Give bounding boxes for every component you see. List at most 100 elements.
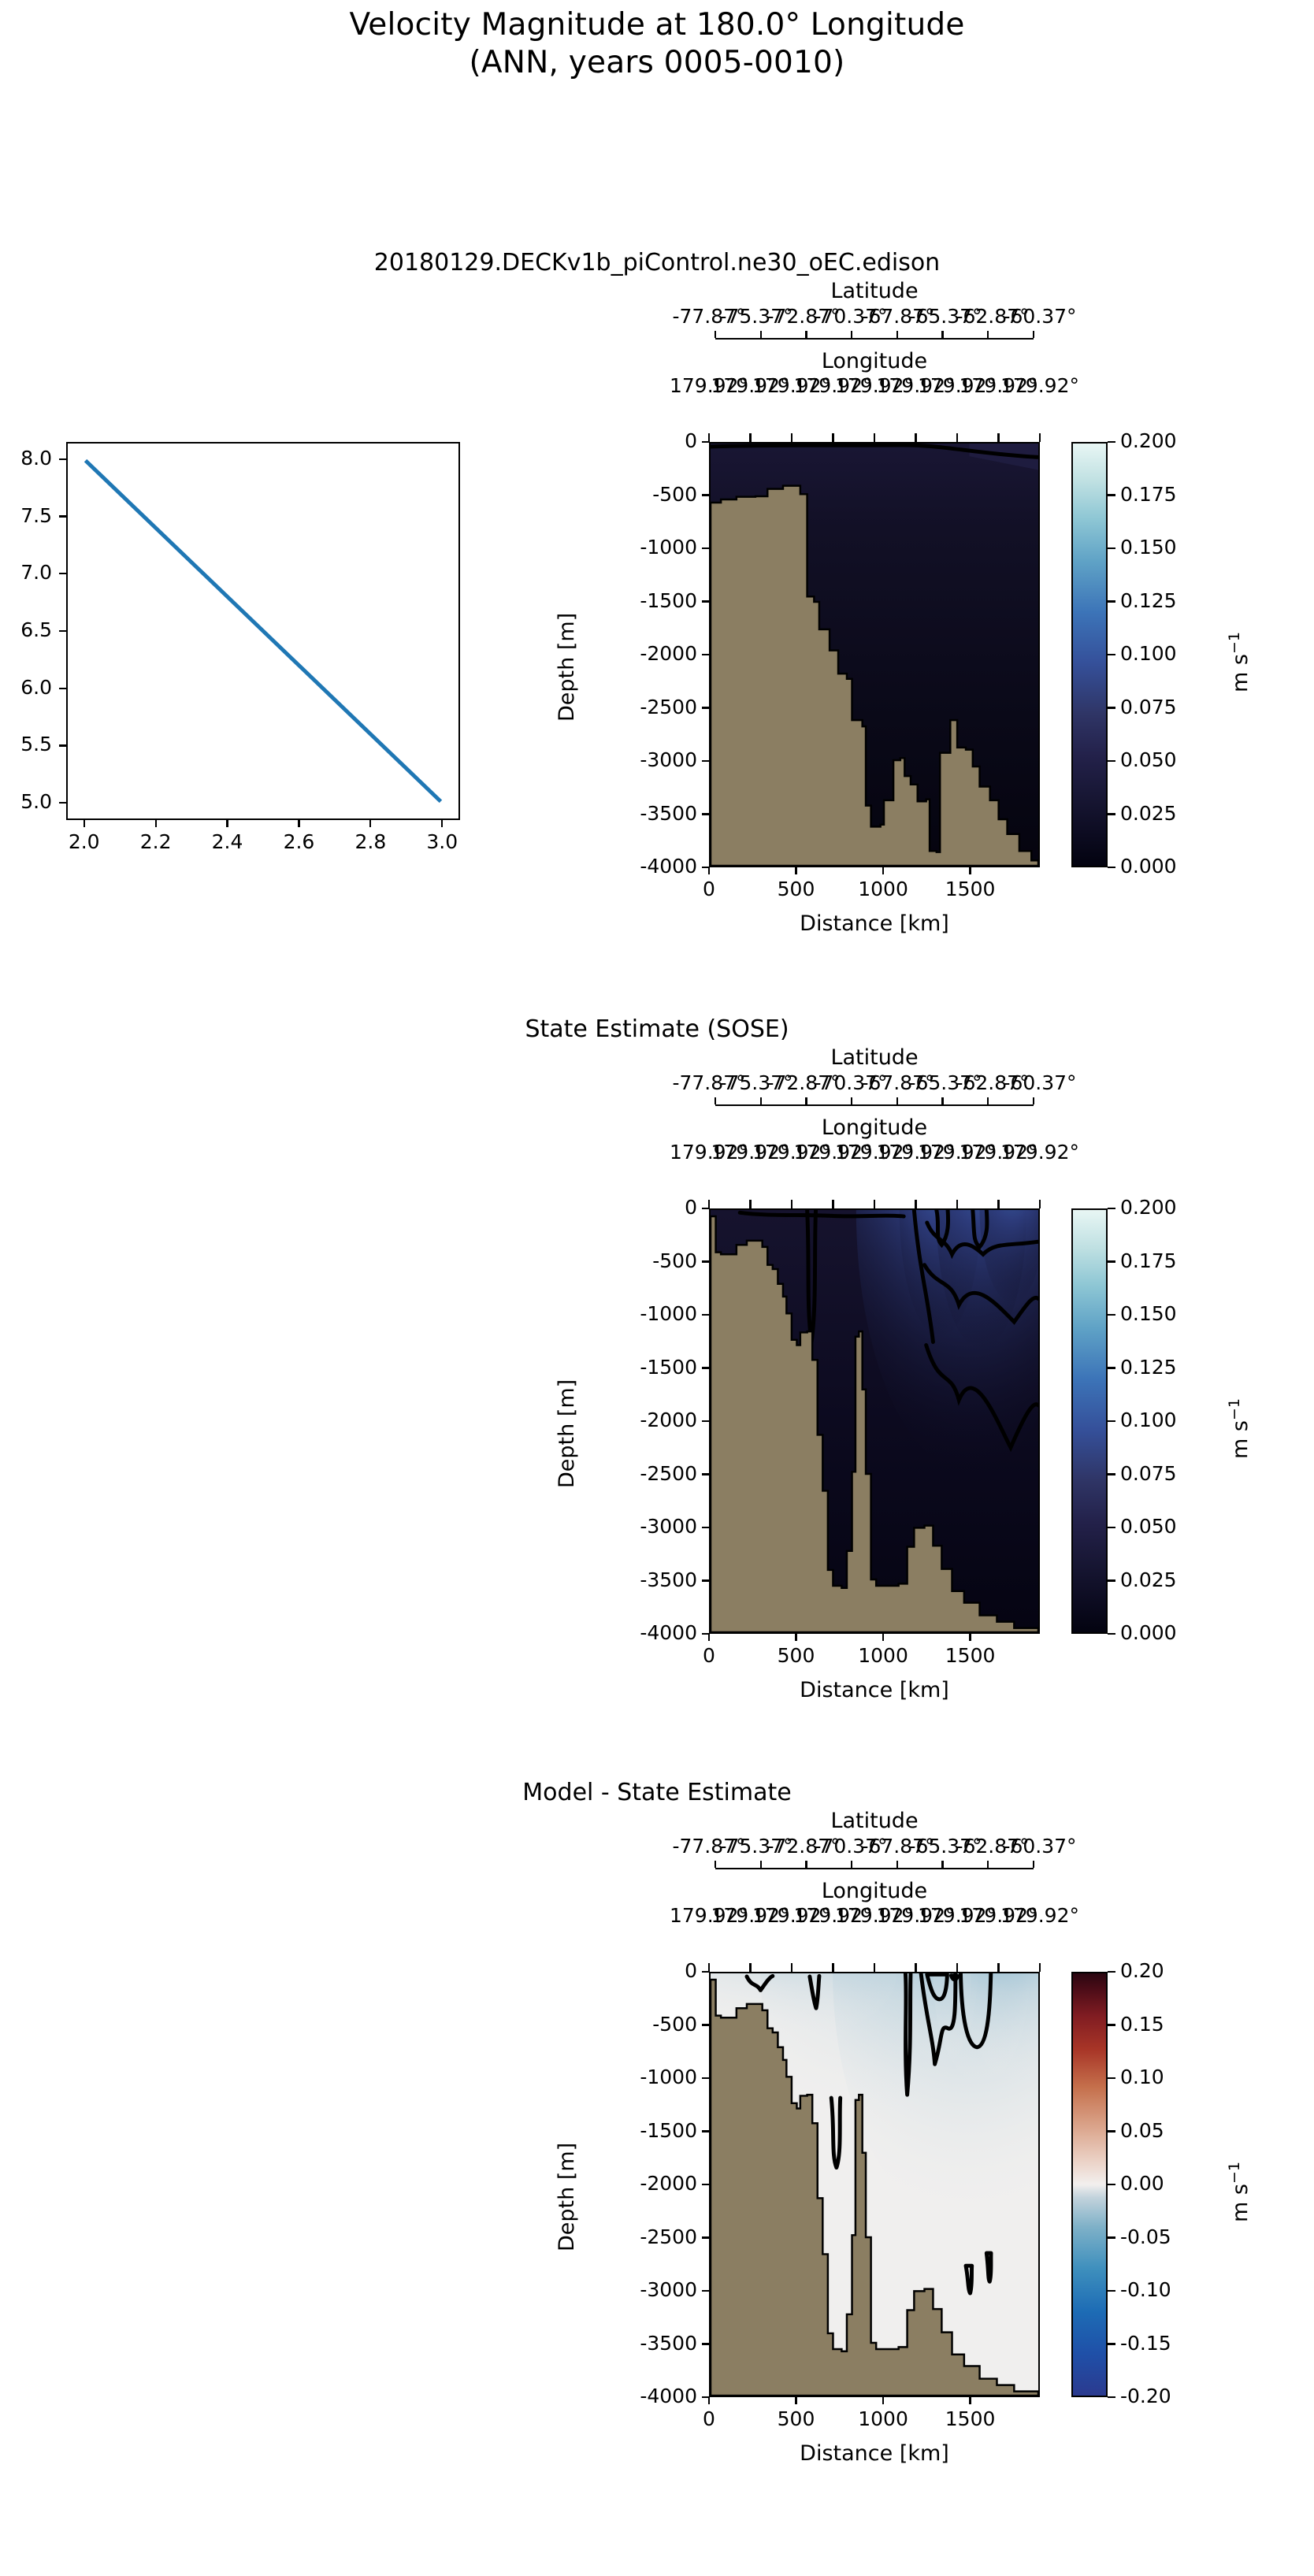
colorbar-unit-text: m s <box>1228 654 1253 692</box>
depth-tick-mark <box>702 2343 709 2345</box>
panel-plot-difference[interactable] <box>709 1972 1040 2397</box>
depth-ticklabel: -2000 <box>640 642 697 665</box>
ytick-label: 5.0 <box>20 790 52 814</box>
longitude-axis-label: Longitude <box>821 349 928 373</box>
ytick-label: 5.5 <box>20 733 52 756</box>
longitude-tick-mark <box>832 1963 834 1972</box>
colorbar-difference[interactable] <box>1071 1972 1108 2397</box>
depth-tick-mark <box>702 494 709 496</box>
distance-ticklabel: 0 <box>703 2407 715 2430</box>
suptitle-line-1: Velocity Magnitude at 180.0° Longitude <box>349 7 965 43</box>
depth-tick-mark <box>702 440 709 444</box>
depth-axis-label: Depth [m] <box>555 612 579 722</box>
longitude-ticklabel: 179.92° <box>959 1904 1038 1927</box>
latitude-ticklabel: -70.37° <box>814 1835 888 1858</box>
colorbar-tick-mark <box>1108 600 1115 603</box>
latitude-axis-spine <box>715 1868 1034 1870</box>
colorbar-tick-mark <box>1108 866 1115 869</box>
colorbar-tick-mark <box>1108 1420 1115 1423</box>
latitude-tick-mark <box>987 1861 989 1868</box>
latitude-tick-mark <box>941 1097 944 1104</box>
depth-ticklabel: -500 <box>652 2012 697 2036</box>
suptitle-line-2: (ANN, years 0005-0010) <box>469 44 845 80</box>
depth-tick-mark <box>702 1970 709 1973</box>
colorbar-ticklabel: 0.050 <box>1120 1515 1177 1538</box>
colorbar-tick-mark <box>1108 2130 1115 2132</box>
depth-ticklabel: -2000 <box>640 1409 697 1431</box>
depth-tick-mark <box>702 1260 709 1263</box>
bathymetry-model <box>711 484 1038 866</box>
latitude-tick-mark <box>850 331 853 338</box>
depth-tick-mark <box>702 2024 709 2026</box>
colorbar-model[interactable] <box>1071 442 1108 867</box>
longitude-tick-mark <box>997 1963 1000 1972</box>
colorbar-tick-mark <box>1108 2024 1115 2026</box>
latitude-ticklabel: -60.37° <box>1003 1835 1077 1858</box>
latitude-ticklabel: -65.37° <box>908 1071 982 1094</box>
depth-tick-mark <box>702 1632 709 1635</box>
longitude-axis-label: Longitude <box>821 1115 928 1140</box>
depth-ticklabel: -4000 <box>640 1621 697 1644</box>
depth-ticklabel: -1000 <box>640 536 697 559</box>
placeholder-line-svg <box>84 458 443 804</box>
colorbar-ticklabel: 0.10 <box>1120 2066 1164 2088</box>
distance-ticklabel: 1000 <box>858 878 908 900</box>
longitude-axis-label: Longitude <box>821 1879 928 1903</box>
longitude-tick-mark <box>707 1200 711 1208</box>
colorbar-sose[interactable] <box>1071 1208 1108 1634</box>
colorbar-ticklabel: 0.20 <box>1120 1959 1164 1982</box>
depth-tick-mark <box>702 653 709 656</box>
depth-ticklabel: -3000 <box>640 748 697 771</box>
longitude-ticklabel: 179.92° <box>876 1904 956 1927</box>
depth-tick-mark <box>702 813 709 815</box>
colorbar-unit-text: m s <box>1228 1420 1253 1459</box>
depth-tick-mark <box>702 600 709 603</box>
depth-axis-label: Depth [m] <box>555 1379 579 1488</box>
colorbar-tick-mark <box>1108 759 1115 763</box>
distance-ticklabel: 1500 <box>945 1644 996 1667</box>
depth-tick-mark <box>702 1473 709 1475</box>
colorbar-tick-mark <box>1108 2183 1115 2186</box>
ytick-label: 6.0 <box>20 675 52 699</box>
longitude-ticklabel: 179.92° <box>752 374 831 397</box>
latitude-ticklabel: -60.37° <box>1003 1071 1077 1094</box>
longitude-ticklabel: 179.92° <box>1000 374 1079 397</box>
latitude-ticklabel: -75.37° <box>719 1835 793 1858</box>
colorbar-tick-mark <box>1108 1526 1115 1529</box>
colorbar-tick-mark <box>1108 2236 1115 2239</box>
depth-ticklabel: 0 <box>685 1959 697 1982</box>
xtick-mark <box>83 820 85 827</box>
depth-tick-mark <box>702 2396 709 2399</box>
latitude-tick-mark <box>850 1861 853 1868</box>
distance-ticklabel: 1500 <box>945 2407 996 2430</box>
latitude-ticklabel: -62.87° <box>956 305 1030 328</box>
colorbar-tick-mark <box>1108 440 1115 444</box>
depth-ticklabel: -1000 <box>640 1302 697 1325</box>
xtick-mark <box>226 820 228 827</box>
colorbar-ticklabel: 0.075 <box>1120 695 1177 718</box>
colorbar-ticklabel: 0.200 <box>1120 1196 1177 1219</box>
longitude-ticklabel: 179.92° <box>959 1141 1038 1164</box>
distance-ticklabel: 1000 <box>858 2407 908 2430</box>
colorbar-ticklabel: 0.00 <box>1120 2172 1164 2195</box>
longitude-tick-mark <box>956 1200 959 1208</box>
colorbar-ticklabel: 0.000 <box>1120 1621 1177 1644</box>
ytick-label: 8.0 <box>20 446 52 470</box>
distance-tick-mark <box>882 2397 885 2404</box>
placeholder-line-axes[interactable] <box>66 442 460 820</box>
panel-plot-sose[interactable] <box>709 1208 1040 1634</box>
distance-tick-mark <box>969 1634 971 1641</box>
xtick-label: 3.0 <box>426 830 458 853</box>
panel-plot-model[interactable] <box>709 442 1040 867</box>
figure-suptitle: Velocity Magnitude at 180.0° Longitude (… <box>0 6 1314 81</box>
colorbar-tick-mark <box>1108 1260 1115 1263</box>
longitude-tick-mark <box>956 1963 959 1972</box>
latitude-tick-mark <box>759 1097 762 1104</box>
panel-field-sose <box>711 1210 1038 1632</box>
distance-tick-mark <box>882 1634 885 1641</box>
depth-tick-mark <box>702 1367 709 1369</box>
latitude-ticklabel: -65.37° <box>908 305 982 328</box>
depth-tick-mark <box>702 2130 709 2132</box>
longitude-tick-mark <box>1038 1200 1041 1208</box>
longitude-ticklabel: 179.92° <box>835 1904 914 1927</box>
